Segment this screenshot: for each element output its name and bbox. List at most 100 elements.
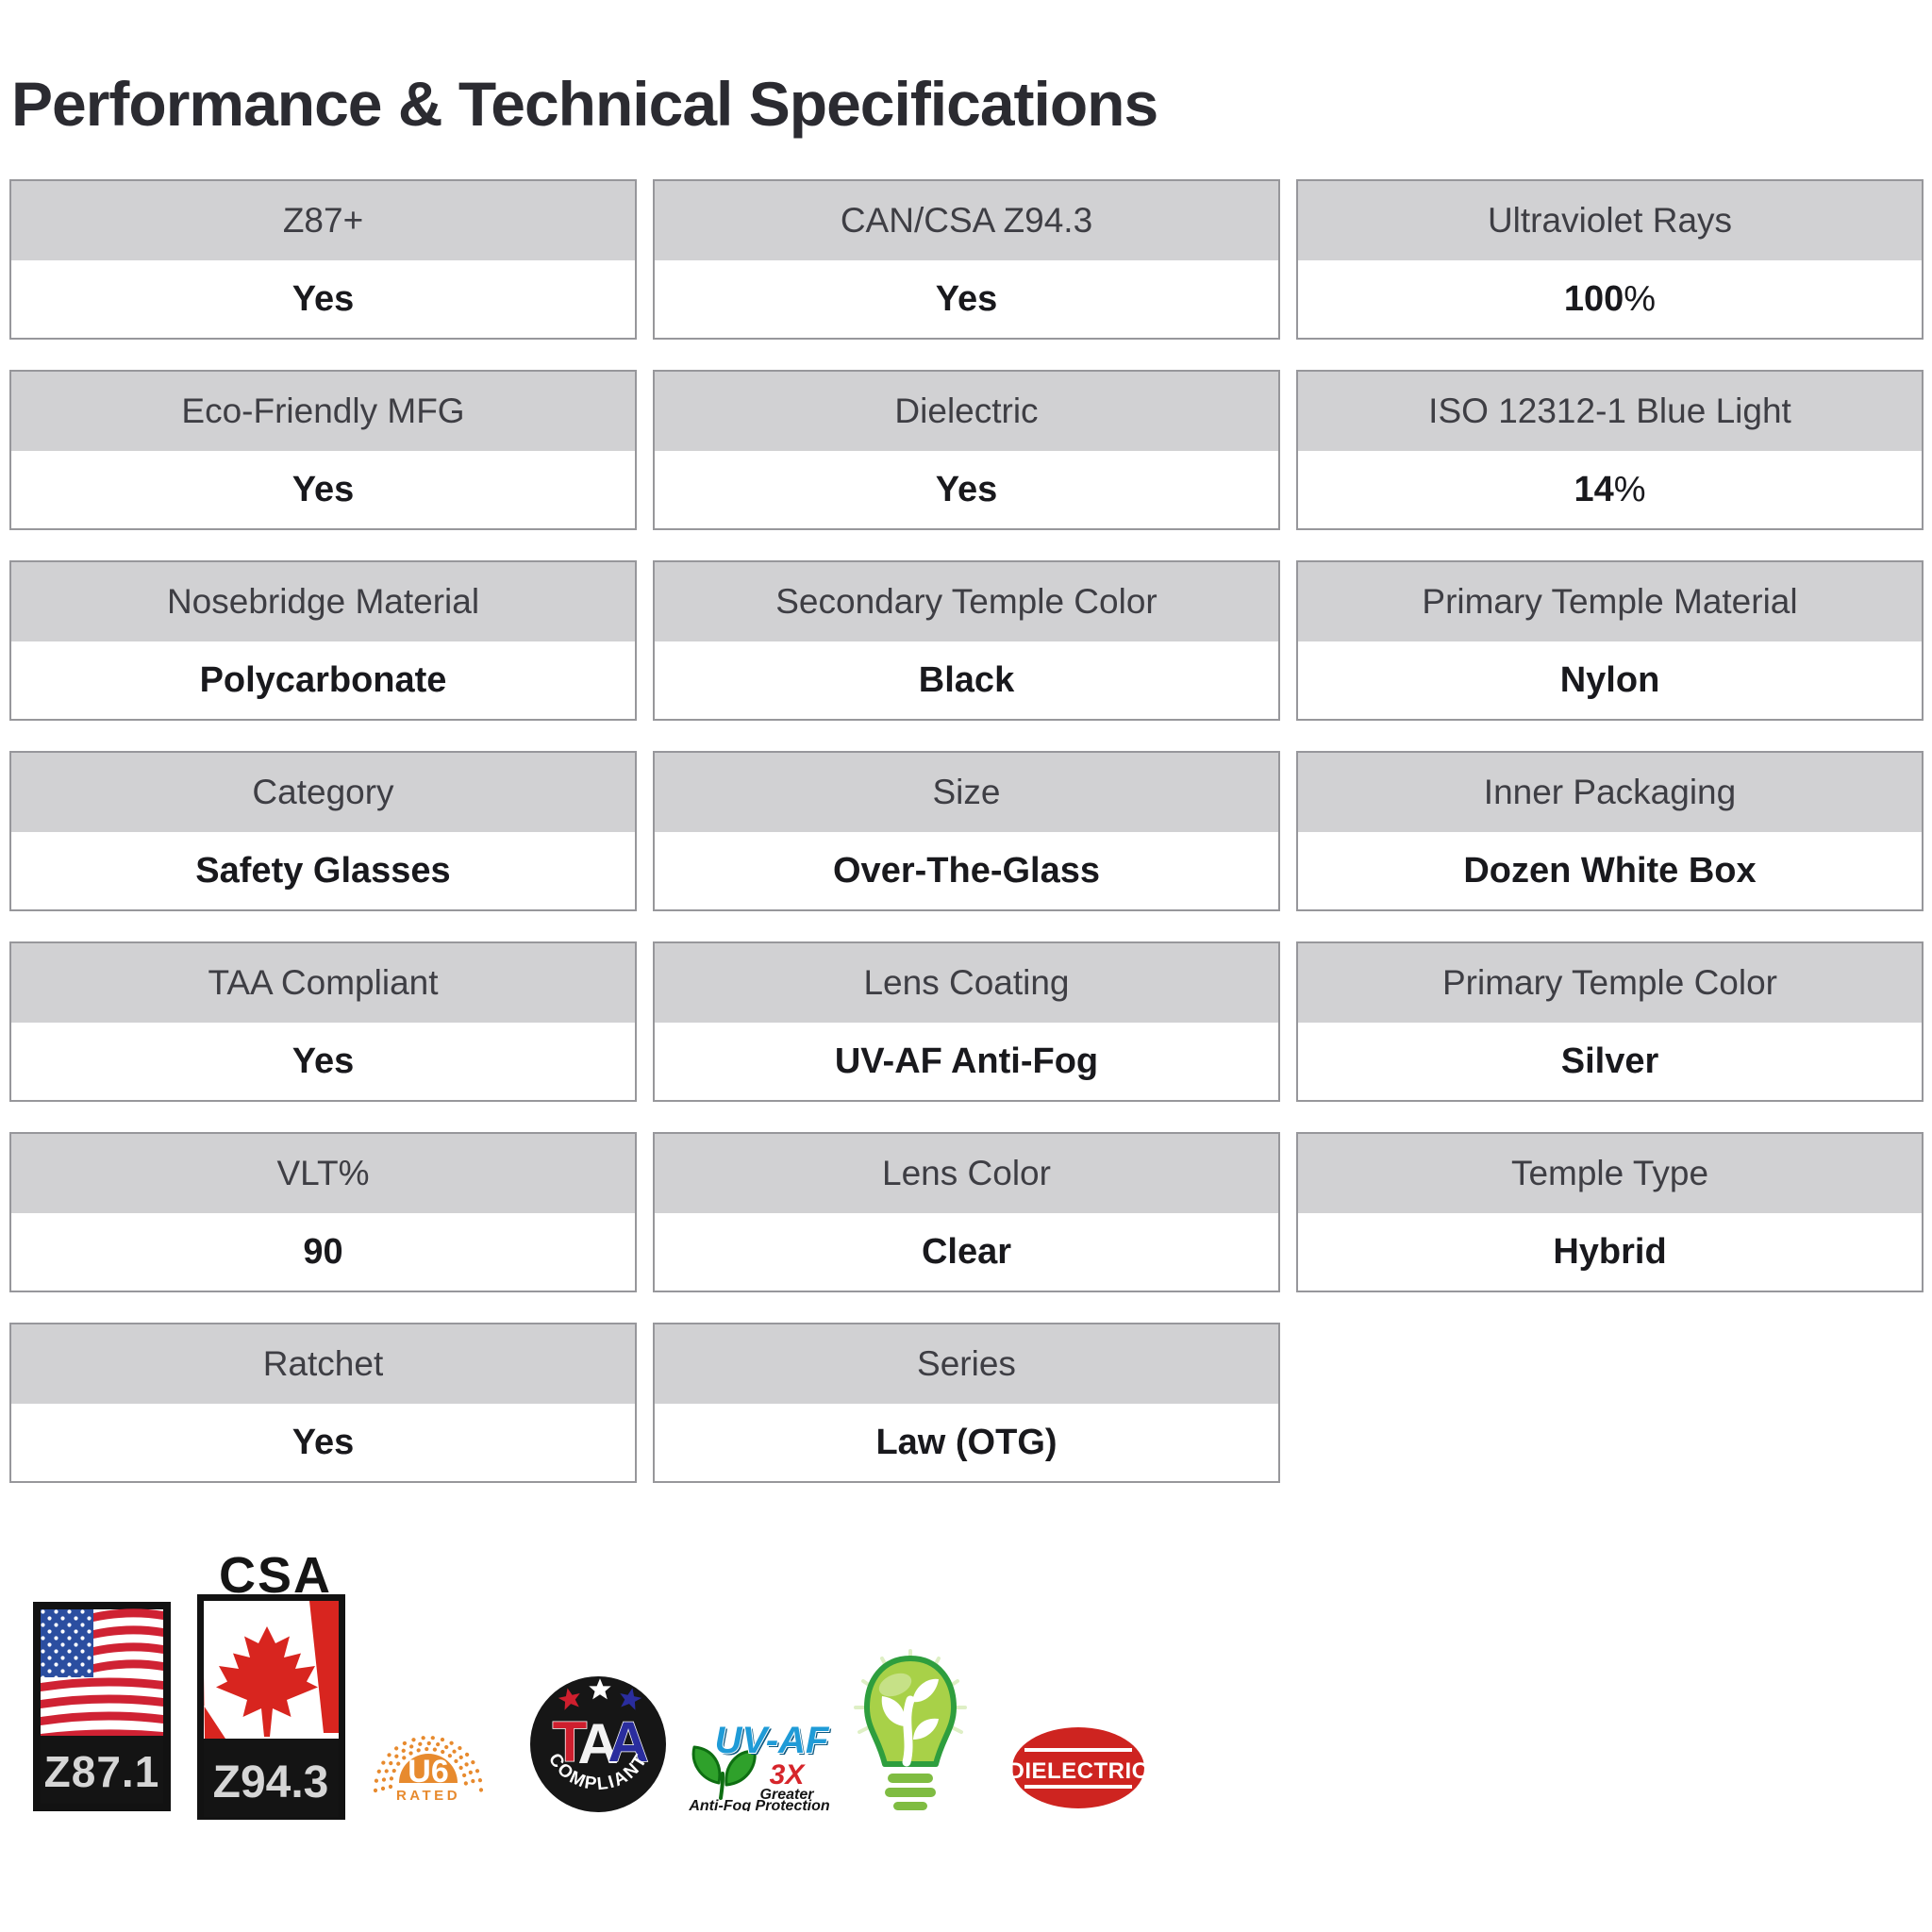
spec-card: Nosebridge Material Polycarbonate bbox=[9, 560, 637, 721]
spec-value-text: Yes bbox=[291, 278, 355, 319]
eco-bulb-badge-icon bbox=[854, 1649, 967, 1819]
spec-value: 90 bbox=[11, 1213, 635, 1291]
spec-value: Yes bbox=[11, 451, 635, 528]
spec-label-text: Z87+ bbox=[282, 201, 364, 240]
spec-value-text: Yes bbox=[935, 469, 998, 509]
spec-value: UV-AF Anti-Fog bbox=[655, 1023, 1278, 1100]
spec-value-text: Hybrid bbox=[1553, 1231, 1667, 1272]
spec-label-text: Nosebridge Material bbox=[166, 582, 480, 621]
spec-value: Yes bbox=[655, 451, 1278, 528]
spec-card: Z87+ Yes bbox=[9, 179, 637, 340]
u6-code-label: U6 bbox=[408, 1754, 448, 1790]
spec-card: Eco-Friendly MFG Yes bbox=[9, 370, 637, 530]
page-title: Performance & Technical Specifications bbox=[11, 69, 1158, 140]
spec-label-text: Lens Color bbox=[882, 1154, 1051, 1192]
spec-label-text: Ultraviolet Rays bbox=[1487, 201, 1733, 240]
spec-label-text: Primary Temple Material bbox=[1422, 582, 1798, 621]
spec-label: Secondary Temple Color bbox=[655, 562, 1278, 641]
uv-af-greater-label: Greater bbox=[760, 1787, 815, 1803]
spec-value-suffix: % bbox=[1624, 278, 1657, 319]
spec-label-text: VLT% bbox=[276, 1154, 370, 1192]
spec-value-text: Yes bbox=[935, 278, 998, 319]
spec-value-text: Yes bbox=[291, 1041, 355, 1081]
spec-label: Lens Coating bbox=[655, 943, 1278, 1023]
csa-standard-label: Z94.3 bbox=[213, 1757, 329, 1807]
spec-label: TAA Compliant bbox=[11, 943, 635, 1023]
uv-af-protection-label: Anti-Fog Protection bbox=[688, 1798, 830, 1811]
spec-card: Series Law (OTG) bbox=[653, 1323, 1280, 1483]
spec-value: Over-The-Glass bbox=[655, 832, 1278, 909]
spec-label-text: CAN/CSA Z94.3 bbox=[840, 201, 1093, 240]
spec-label-text: Inner Packaging bbox=[1483, 773, 1737, 811]
spec-label: Z87+ bbox=[11, 181, 635, 260]
spec-card: Primary Temple Material Nylon bbox=[1296, 560, 1924, 721]
spec-card: Inner Packaging Dozen White Box bbox=[1296, 751, 1924, 911]
spec-value: Yes bbox=[11, 1404, 635, 1481]
spec-card: Lens Coating UV-AF Anti-Fog bbox=[653, 941, 1280, 1102]
spec-value-text: 14 bbox=[1574, 469, 1614, 509]
spec-value-text: UV-AF Anti-Fog bbox=[834, 1041, 1099, 1081]
spec-label-text: Size bbox=[932, 773, 1001, 811]
dielectric-badge-icon: DIELECTRIC bbox=[1008, 1724, 1151, 1818]
spec-card: Size Over-The-Glass bbox=[653, 751, 1280, 911]
spec-value-text: Safety Glasses bbox=[195, 850, 451, 891]
spec-value-text: Dozen White Box bbox=[1463, 850, 1757, 891]
spec-label: Category bbox=[11, 753, 635, 832]
spec-label: Temple Type bbox=[1298, 1134, 1922, 1213]
taa-letter-a1: A bbox=[577, 1712, 618, 1775]
spec-value-text: Black bbox=[918, 659, 1015, 700]
spec-value: 14% bbox=[1298, 451, 1922, 528]
spec-value: Law (OTG) bbox=[655, 1404, 1278, 1481]
spec-value-text: Nylon bbox=[1559, 659, 1660, 700]
spec-value-text: 100 bbox=[1563, 278, 1624, 319]
spec-label: Ultraviolet Rays bbox=[1298, 181, 1922, 260]
spec-label: Nosebridge Material bbox=[11, 562, 635, 641]
spec-label: Lens Color bbox=[655, 1134, 1278, 1213]
spec-label-text: Eco-Friendly MFG bbox=[181, 391, 465, 430]
spec-label-text: Series bbox=[917, 1344, 1016, 1383]
spec-value: Yes bbox=[11, 260, 635, 338]
spec-label-text: Temple Type bbox=[1510, 1154, 1709, 1192]
spec-label-text: Primary Temple Color bbox=[1441, 963, 1778, 1002]
u6-rated-label: RATED bbox=[396, 1788, 460, 1804]
spec-label: Ratchet bbox=[11, 1324, 635, 1404]
spec-card: VLT% 90 bbox=[9, 1132, 637, 1292]
spec-label: CAN/CSA Z94.3 bbox=[655, 181, 1278, 260]
spec-card: ISO 12312-1 Blue Light 14% bbox=[1296, 370, 1924, 530]
spec-label-text: ISO 12312-1 Blue Light bbox=[1428, 391, 1791, 430]
uv-af-multiplier-label: 3X bbox=[770, 1759, 807, 1790]
spec-card: TAA Compliant Yes bbox=[9, 941, 637, 1102]
uv-af-title-shadow: UV-AF bbox=[717, 1722, 832, 1763]
spec-value: Nylon bbox=[1298, 641, 1922, 719]
spec-value: Yes bbox=[11, 1023, 635, 1100]
specs-grid: Z87+ Yes CAN/CSA Z94.3 Yes Ultraviolet R… bbox=[9, 179, 1924, 1483]
ansi-z87-badge-icon: Z87.1 bbox=[33, 1602, 171, 1816]
spec-label-text: Lens Coating bbox=[863, 963, 1070, 1002]
spec-value-text: Over-The-Glass bbox=[833, 850, 1100, 891]
spec-card: Temple Type Hybrid bbox=[1296, 1132, 1924, 1292]
spec-value: Yes bbox=[655, 260, 1278, 338]
spec-card: Dielectric Yes bbox=[653, 370, 1280, 530]
spec-label: Series bbox=[655, 1324, 1278, 1404]
spec-value: Safety Glasses bbox=[11, 832, 635, 909]
uv-af-badge-icon: UV-AF UV-AF 3X Greater Anti-Fog Protecti… bbox=[685, 1713, 834, 1816]
spec-value-text: Silver bbox=[1560, 1041, 1659, 1081]
taa-compliant-badge-icon: T A A COMPLIANT bbox=[528, 1670, 668, 1824]
spec-value: Silver bbox=[1298, 1023, 1922, 1100]
spec-value-text: 90 bbox=[303, 1231, 343, 1272]
spec-label-text: TAA Compliant bbox=[208, 963, 439, 1002]
spec-value: Black bbox=[655, 641, 1278, 719]
dielectric-label: DIELECTRIC bbox=[1009, 1758, 1149, 1784]
spec-value: Dozen White Box bbox=[1298, 832, 1922, 909]
spec-label-text: Ratchet bbox=[262, 1344, 384, 1383]
spec-label: VLT% bbox=[11, 1134, 635, 1213]
csa-z94-badge-icon: CSA Z94.3 bbox=[193, 1547, 348, 1827]
spec-value: Polycarbonate bbox=[11, 641, 635, 719]
z87-standard-label: Z87.1 bbox=[44, 1747, 160, 1796]
spec-label: Primary Temple Color bbox=[1298, 943, 1922, 1023]
spec-value-text: Clear bbox=[921, 1231, 1012, 1272]
spec-card: Ratchet Yes bbox=[9, 1323, 637, 1483]
spec-label: ISO 12312-1 Blue Light bbox=[1298, 372, 1922, 451]
spec-card: Ultraviolet Rays 100% bbox=[1296, 179, 1924, 340]
taa-letter-a2: A bbox=[608, 1710, 648, 1774]
